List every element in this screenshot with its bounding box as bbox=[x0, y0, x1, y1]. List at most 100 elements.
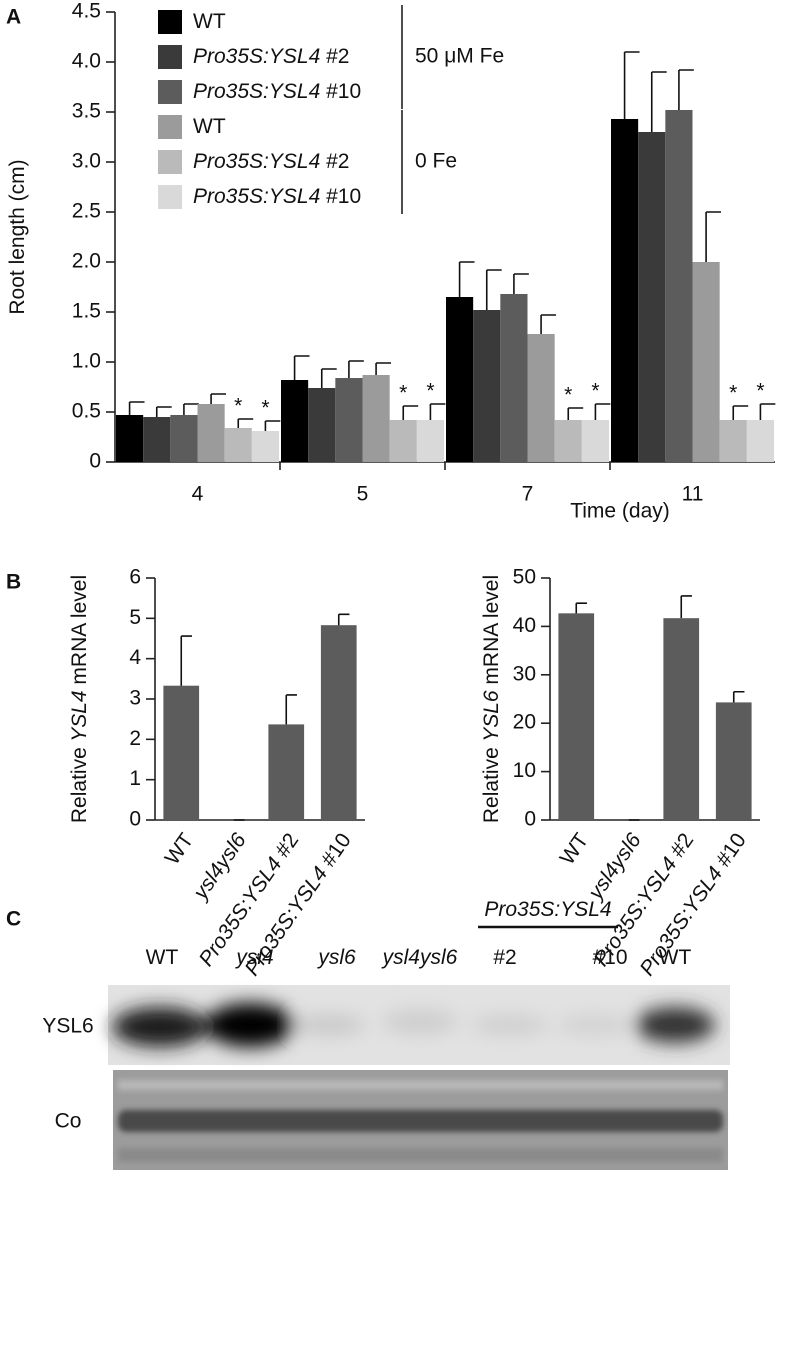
significance-mark: * bbox=[591, 380, 599, 403]
error-bar bbox=[210, 393, 227, 404]
y-tick-label: 4.5 bbox=[72, 0, 101, 23]
legend-swatch bbox=[158, 185, 182, 209]
y-tick-label: 0 bbox=[129, 808, 141, 831]
x-tick-label: WT bbox=[160, 829, 198, 869]
x-tick-label: 7 bbox=[522, 483, 534, 506]
legend-label: Pro35S:YSL4 #10 bbox=[193, 80, 361, 103]
x-axis-label: Time (day) bbox=[570, 500, 670, 523]
y-axis-label: Relative YSL4 mRNA level bbox=[68, 575, 91, 823]
significance-mark: * bbox=[564, 384, 572, 407]
y-tick-label: 4.0 bbox=[72, 50, 101, 73]
group-label: Pro35S:YSL4 bbox=[484, 898, 611, 921]
bar bbox=[389, 420, 417, 462]
bar bbox=[473, 310, 501, 462]
error-bar bbox=[337, 613, 350, 626]
y-tick-label: 2.5 bbox=[72, 200, 101, 223]
significance-mark: * bbox=[426, 380, 434, 403]
legend-label: WT bbox=[193, 10, 226, 33]
y-tick-label: 0 bbox=[524, 808, 536, 831]
lane-label: #10 bbox=[592, 946, 627, 969]
bar bbox=[663, 618, 700, 820]
bar bbox=[558, 613, 595, 820]
x-tick-label: 11 bbox=[682, 483, 704, 506]
bar bbox=[224, 428, 252, 462]
blot-bands bbox=[112, 1003, 715, 1047]
y-tick-label: 1.5 bbox=[72, 300, 101, 323]
legend-swatch bbox=[158, 45, 182, 69]
panel-label: B bbox=[6, 571, 21, 594]
x-tick-label: 5 bbox=[357, 483, 369, 506]
error-bar bbox=[155, 406, 172, 417]
bar bbox=[581, 420, 609, 462]
error-bar bbox=[732, 405, 749, 420]
bar bbox=[197, 404, 225, 462]
error-bar bbox=[567, 407, 584, 420]
bar bbox=[170, 415, 198, 462]
legend-label: Pro35S:YSL4 #10 bbox=[193, 185, 361, 208]
legend-label: WT bbox=[193, 115, 226, 138]
lane-label: WT bbox=[146, 946, 179, 969]
bar bbox=[320, 625, 357, 820]
error-bar bbox=[594, 403, 611, 420]
error-bar bbox=[128, 401, 145, 415]
y-tick-label: 30 bbox=[513, 662, 536, 685]
bar bbox=[554, 420, 582, 462]
y-tick-label: 0 bbox=[89, 450, 101, 473]
y-tick-label: 5 bbox=[129, 606, 141, 629]
bar bbox=[527, 334, 555, 462]
error-bar bbox=[650, 71, 667, 132]
legend-label: Pro35S:YSL4 #2 bbox=[193, 150, 349, 173]
blot-bands bbox=[118, 1080, 723, 1162]
error-bar bbox=[623, 51, 640, 119]
error-bar bbox=[575, 602, 587, 614]
error-bar bbox=[732, 690, 745, 703]
bar bbox=[746, 420, 774, 462]
bar bbox=[308, 388, 336, 462]
y-tick-label: 10 bbox=[513, 759, 536, 782]
y-axis-label: Root length (cm) bbox=[6, 159, 29, 314]
error-bar bbox=[485, 269, 502, 310]
y-tick-label: 2.0 bbox=[72, 250, 101, 273]
x-tick-label: 4 bbox=[192, 483, 204, 506]
bar bbox=[335, 378, 363, 462]
error-bar bbox=[513, 273, 529, 294]
bar bbox=[143, 417, 171, 462]
error-bar bbox=[375, 362, 392, 375]
bar bbox=[446, 297, 474, 462]
y-tick-label: 2 bbox=[129, 727, 141, 750]
y-tick-label: 3 bbox=[129, 687, 141, 710]
legend-swatch bbox=[158, 80, 182, 104]
bar bbox=[665, 110, 693, 462]
error-bar bbox=[458, 261, 475, 297]
legend-group-label: 50 μM Fe bbox=[415, 45, 504, 68]
bar bbox=[500, 294, 528, 462]
bar bbox=[281, 380, 309, 462]
error-bar bbox=[402, 405, 419, 420]
significance-mark: * bbox=[234, 395, 242, 418]
bar bbox=[715, 702, 752, 820]
error-bar bbox=[348, 360, 364, 378]
legend-swatch bbox=[158, 10, 182, 34]
error-bar bbox=[759, 403, 776, 420]
row-label: Co bbox=[55, 1110, 82, 1133]
bar bbox=[268, 724, 305, 820]
y-tick-label: 0.5 bbox=[72, 400, 101, 423]
y-tick-label: 20 bbox=[513, 711, 536, 734]
y-axis-label: Relative YSL6 mRNA level bbox=[480, 575, 503, 823]
bar bbox=[719, 420, 747, 462]
error-bar bbox=[293, 355, 310, 380]
significance-mark: * bbox=[756, 380, 764, 403]
y-tick-label: 3.0 bbox=[72, 150, 101, 173]
y-tick-label: 1 bbox=[129, 767, 141, 790]
error-bar bbox=[678, 69, 694, 110]
error-bar bbox=[180, 635, 192, 686]
significance-mark: * bbox=[729, 382, 737, 405]
significance-mark: * bbox=[261, 397, 269, 420]
bar bbox=[692, 262, 720, 462]
y-tick-label: 6 bbox=[129, 566, 141, 589]
error-bar bbox=[264, 420, 281, 431]
legend-label: Pro35S:YSL4 #2 bbox=[193, 45, 349, 68]
error-bar bbox=[680, 595, 692, 619]
